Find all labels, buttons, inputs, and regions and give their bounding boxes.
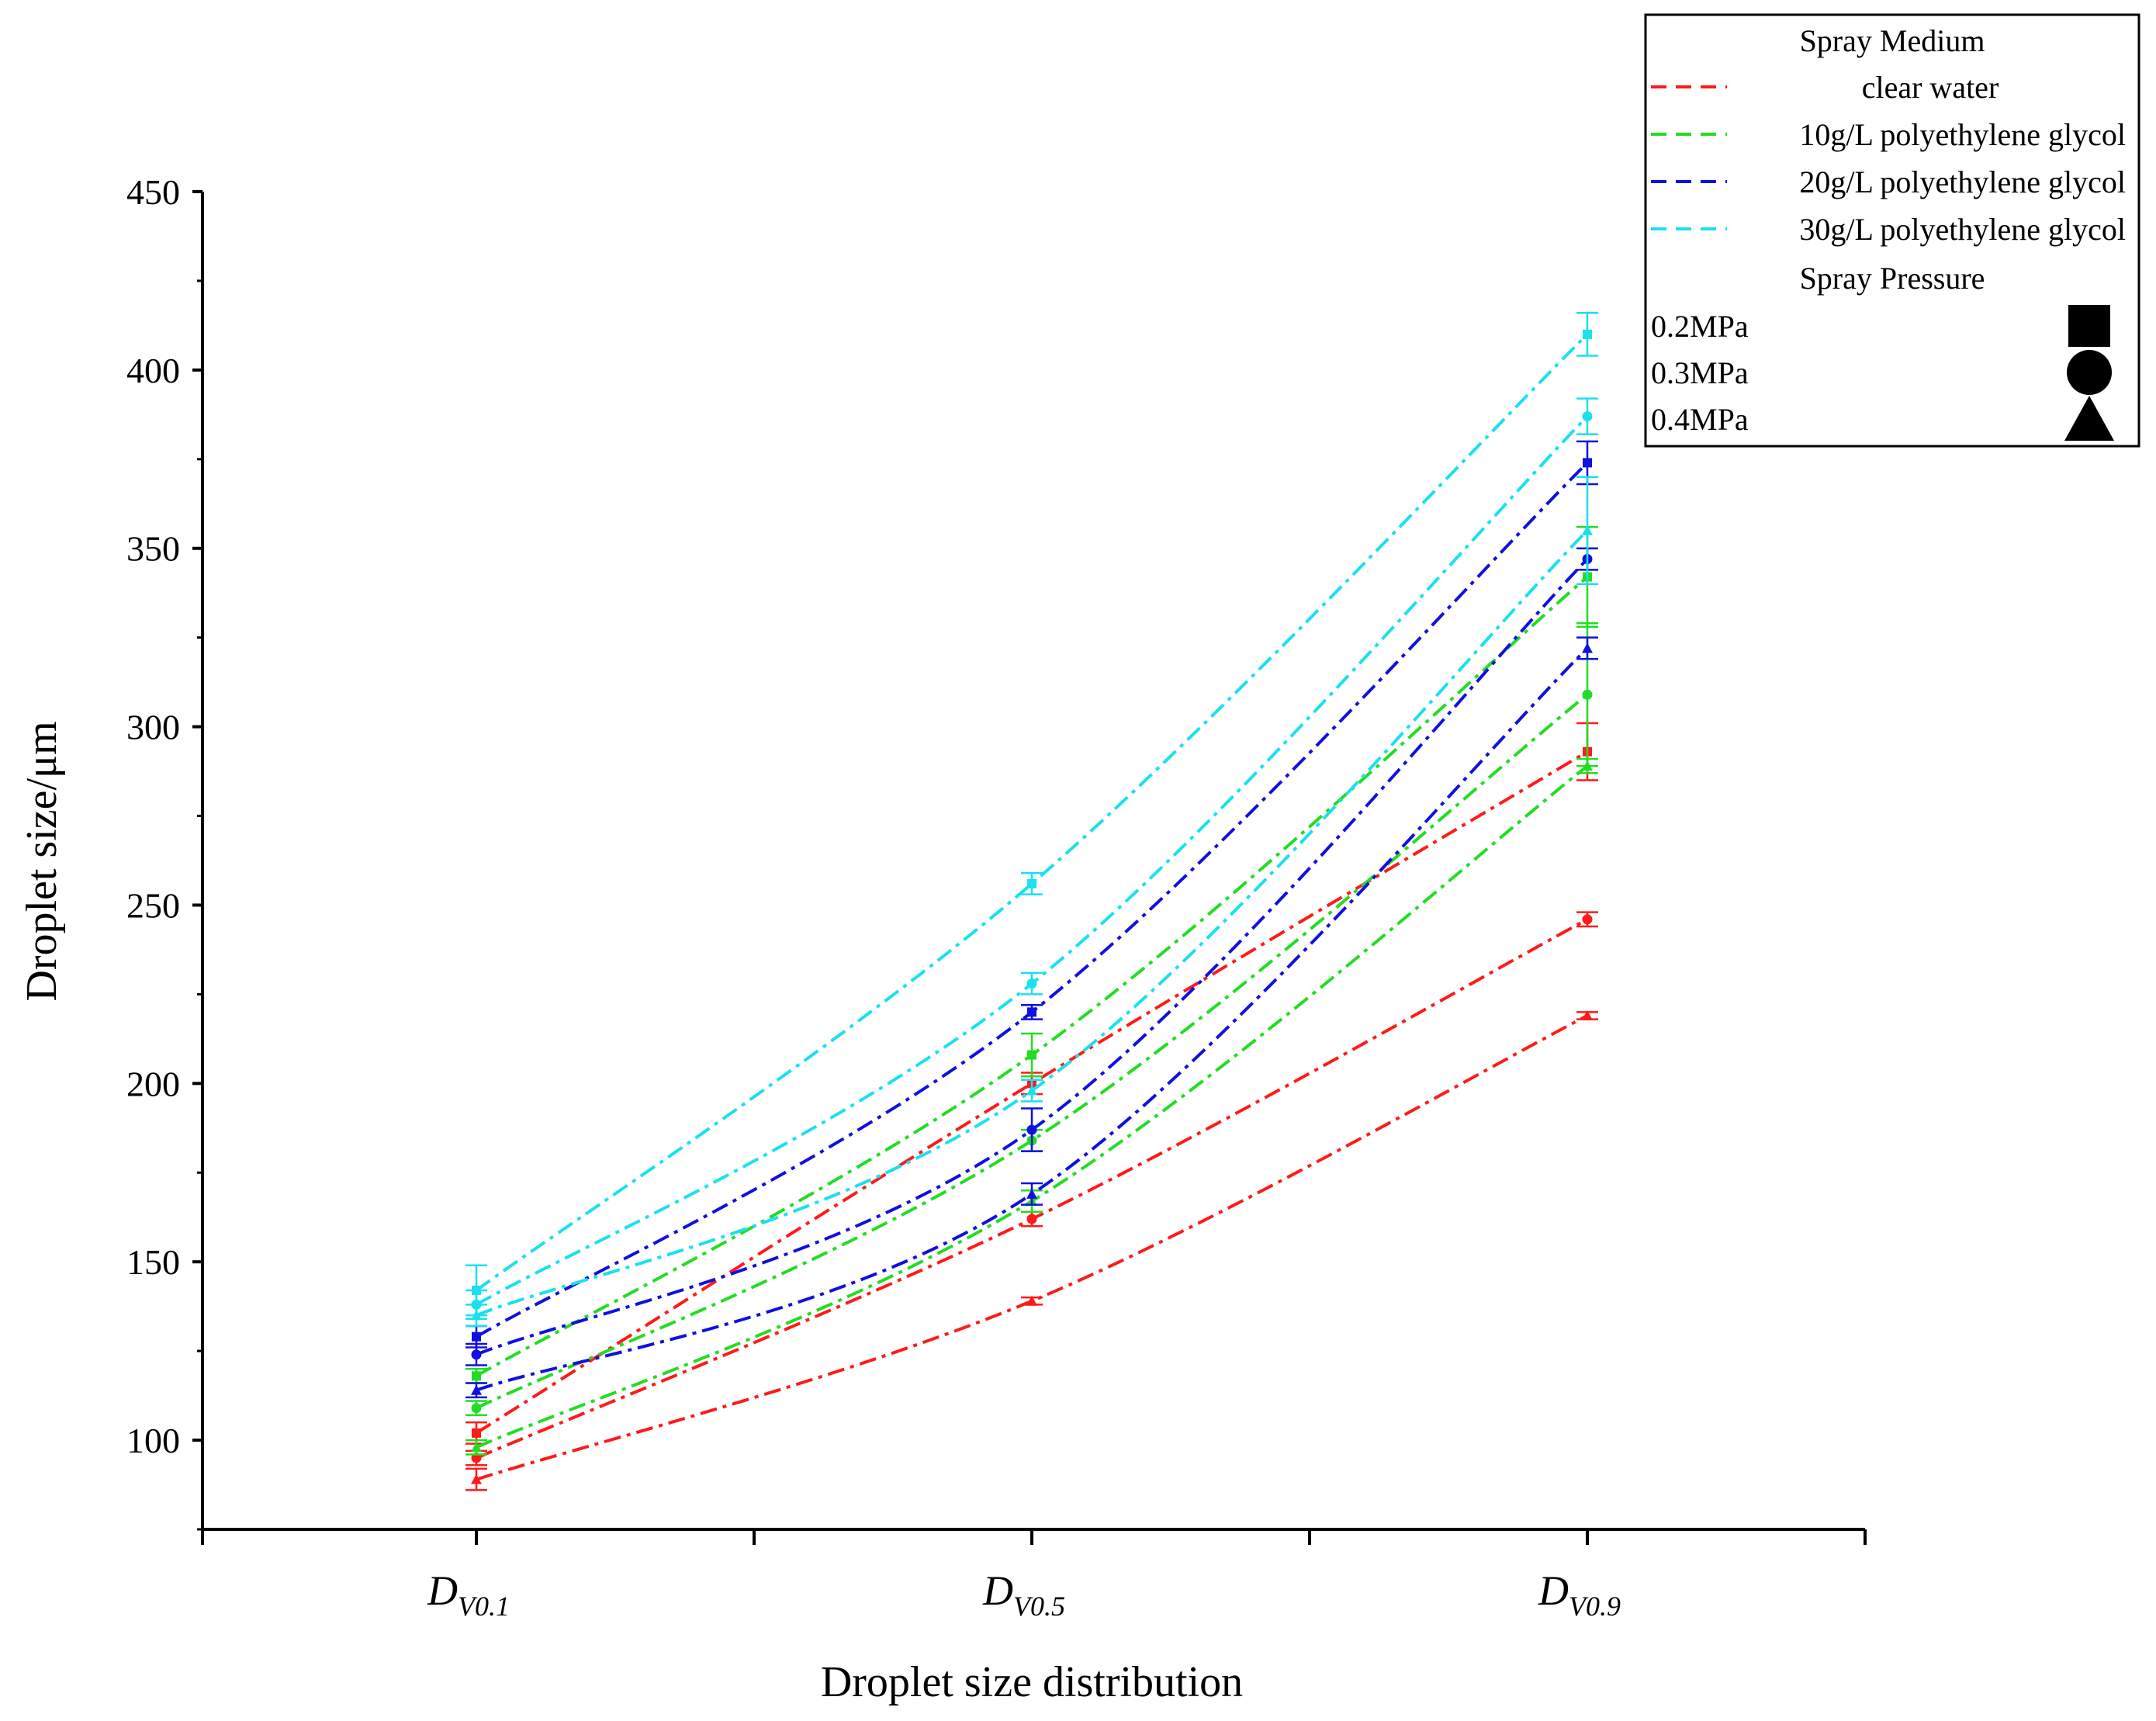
data-point [1582, 1009, 1593, 1020]
series-curve [475, 415, 1589, 1307]
legend-marker-circle [2067, 350, 2112, 395]
data-point [471, 1310, 482, 1321]
y-tick-label: 400 [126, 351, 180, 390]
data-point [471, 1403, 482, 1414]
legend-pressures: 0.2MPa 0.3MPa 0.4MPa [1651, 305, 2114, 441]
series-curve [475, 333, 1589, 1292]
legend-medium-label: 10g/L polyethylene glycol [1799, 117, 2126, 152]
data-point [1582, 411, 1593, 422]
y-ticks: 100 150 200 250 300 350 400 450 [126, 172, 202, 1531]
y-tick-label: 150 [126, 1242, 180, 1282]
y-tick-label: 300 [126, 708, 180, 747]
data-point [1026, 978, 1037, 989]
series-curve [476, 558, 1589, 1356]
legend-pressure-label: 0.2MPa [1651, 309, 1749, 344]
data-point [1026, 1295, 1037, 1306]
x-category-main: D [427, 1567, 458, 1614]
data-point [1582, 760, 1593, 771]
data-point [1027, 1050, 1036, 1060]
axes [201, 192, 1865, 1531]
data-point [1583, 458, 1592, 468]
data-point [471, 1453, 482, 1463]
x-category-sub: V0.1 [458, 1591, 510, 1622]
legend-pressure-label: 0.4MPa [1651, 402, 1749, 437]
data-point [1026, 1188, 1037, 1199]
legend-marker-triangle [2064, 396, 2114, 441]
legend-medium-label: clear water [1862, 70, 1999, 105]
data-point [472, 1428, 481, 1438]
series-line [465, 636, 1598, 1399]
x-category-sub: V0.5 [1013, 1591, 1065, 1622]
y-tick-label: 250 [126, 885, 180, 925]
x-category-label: DV0.9 [1538, 1567, 1621, 1622]
legend-medium-title: Spray Medium [1800, 23, 1985, 58]
legend-medium-label: 30g/L polyethylene glycol [1799, 212, 2126, 247]
x-category-label: DV0.5 [982, 1567, 1065, 1622]
data-point [472, 1331, 481, 1342]
legend-pressure-title: Spray Pressure [1800, 261, 1985, 296]
data-point [1026, 1124, 1037, 1135]
data-point [1583, 329, 1592, 339]
data-point [1026, 1085, 1037, 1096]
y-tick-label: 100 [126, 1421, 180, 1460]
x-ticks: DV0.1 DV0.5 DV0.9 [201, 1529, 1867, 1622]
series-curve [476, 693, 1589, 1410]
data-point [1027, 878, 1036, 888]
series-layer [465, 312, 1598, 1491]
y-tick-label: 350 [126, 529, 180, 569]
data-point [471, 1473, 482, 1484]
legend-marker-square [2068, 305, 2110, 347]
data-point [1026, 1214, 1037, 1224]
legend-box [1644, 13, 2140, 448]
data-point [472, 1371, 481, 1381]
legend-pressure-label: 0.3MPa [1651, 355, 1749, 390]
legend-media: clear water 10g/L polyethylene glycol 20g/… [1651, 70, 2126, 247]
x-category-sub: V0.9 [1569, 1591, 1621, 1622]
data-point [471, 1349, 482, 1360]
series-line [465, 547, 1598, 1366]
series-curve [475, 461, 1589, 1338]
data-point [1027, 1007, 1036, 1017]
data-point [1582, 689, 1593, 700]
x-category-main: D [982, 1567, 1013, 1614]
x-axis-title: Droplet size distribution [821, 1658, 1243, 1706]
series-curve [476, 529, 1589, 1318]
series-line [465, 757, 1598, 1456]
data-point [471, 1442, 482, 1453]
series-line [465, 312, 1598, 1317]
series-curve [476, 647, 1589, 1392]
y-axis-title: Droplet size/μm [18, 721, 66, 1001]
series-line [465, 1009, 1598, 1491]
legend: Spray Medium clear water 10g/L polyethyle… [1644, 13, 2140, 448]
y-tick-label: 200 [126, 1064, 180, 1103]
data-point [1582, 642, 1593, 653]
data-point [471, 1384, 482, 1395]
legend-medium-label: 20g/L polyethylene glycol [1799, 164, 2126, 199]
series-line [465, 476, 1598, 1328]
x-category-label: DV0.1 [427, 1567, 510, 1622]
data-point [1582, 525, 1593, 535]
y-tick-label: 450 [126, 172, 180, 212]
x-category-main: D [1538, 1567, 1569, 1614]
data-point [1582, 914, 1593, 925]
